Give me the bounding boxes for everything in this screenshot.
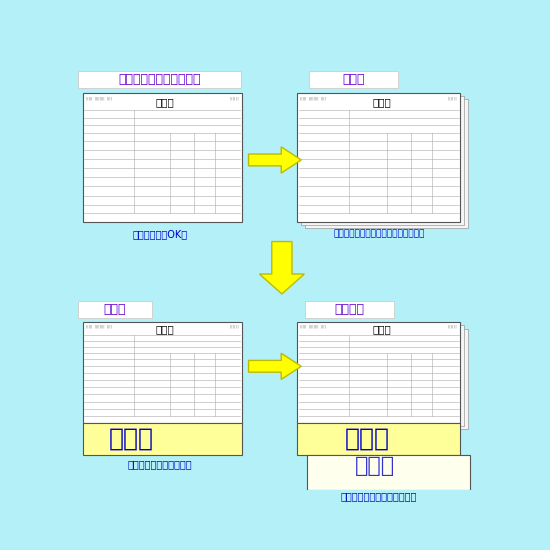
Text: 手書き: 手書き — [103, 303, 126, 316]
Bar — [307, 455, 470, 490]
Text: |||||  ||||||||  ||||: ||||| |||||||| |||| — [86, 96, 112, 100]
Text: なまえ: なまえ — [355, 455, 395, 476]
Bar — [301, 326, 464, 426]
Text: |||| ||: |||| || — [230, 96, 239, 100]
Text: なまえ: なまえ — [345, 427, 389, 450]
Text: |||||  ||||||||  ||||: ||||| |||||||| |||| — [86, 324, 112, 328]
Bar — [298, 93, 460, 222]
Bar — [82, 322, 241, 422]
Text: |||||  ||||||||  ||||: ||||| |||||||| |||| — [300, 324, 326, 328]
Polygon shape — [249, 147, 301, 173]
Bar — [305, 301, 394, 318]
Text: 必要に応じてホッチキス等で止める。: 必要に応じてホッチキス等で止める。 — [333, 229, 425, 238]
Bar — [301, 96, 464, 226]
Bar — [309, 70, 398, 87]
Bar — [82, 422, 241, 455]
Text: 書いた文字が下に写ります。: 書いた文字が下に写ります。 — [340, 491, 417, 501]
Text: 重ねる: 重ねる — [342, 73, 365, 86]
Text: |||| ||: |||| || — [448, 96, 457, 100]
Text: 申込書: 申込書 — [373, 97, 392, 107]
Text: 申込書: 申込書 — [373, 324, 392, 334]
Text: 申込書: 申込書 — [156, 97, 175, 107]
Bar — [305, 99, 468, 228]
Polygon shape — [249, 353, 301, 380]
Bar — [78, 70, 241, 87]
Bar — [82, 93, 241, 222]
Text: 下に複写: 下に複写 — [335, 303, 365, 316]
Bar — [298, 322, 460, 422]
Text: |||| ||: |||| || — [448, 324, 457, 328]
Text: |||||  ||||||||  ||||: ||||| |||||||| |||| — [300, 96, 326, 100]
Text: 申込書: 申込書 — [156, 324, 175, 334]
Text: コピー機でもOK！: コピー機でもOK！ — [133, 229, 188, 239]
Polygon shape — [260, 241, 304, 294]
Bar — [305, 328, 468, 428]
Text: ボールペンで書きます。: ボールペンで書きます。 — [128, 459, 192, 470]
Text: なまえ: なまえ — [108, 427, 153, 450]
Text: |||| ||: |||| || — [230, 324, 239, 328]
Text: 一枚ずつ書式をプリント: 一枚ずつ書式をプリント — [118, 73, 201, 86]
Bar — [78, 301, 152, 318]
Bar — [298, 422, 460, 455]
